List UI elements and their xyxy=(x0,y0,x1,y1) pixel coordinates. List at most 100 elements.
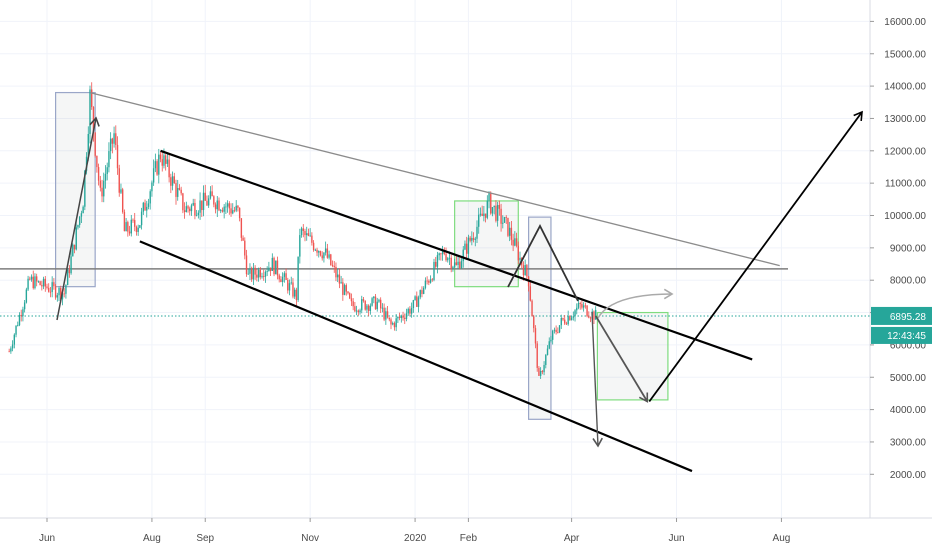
candle-body xyxy=(190,205,193,212)
trend-lines xyxy=(56,91,863,473)
candle-body xyxy=(376,301,378,310)
candle-body xyxy=(538,367,540,376)
candle-body xyxy=(534,328,537,344)
candle-body xyxy=(63,293,65,295)
candle-body xyxy=(66,269,69,286)
candle-body xyxy=(202,192,205,211)
candle-body xyxy=(476,226,478,239)
candle-body xyxy=(123,212,126,232)
candle-body xyxy=(486,200,489,218)
candle-body xyxy=(293,289,296,297)
candle-body xyxy=(338,274,341,284)
curved-breakout-arrow xyxy=(597,293,673,319)
candle-body xyxy=(381,307,384,309)
candle-body xyxy=(11,344,14,349)
candle-body xyxy=(386,311,389,318)
candle-body xyxy=(304,230,306,236)
candle-body xyxy=(531,300,533,317)
candle-body xyxy=(132,219,134,221)
candle-body xyxy=(180,189,182,194)
candle-body xyxy=(268,267,270,272)
candle-body xyxy=(257,269,260,278)
candle-body xyxy=(441,251,444,255)
candle-body xyxy=(452,266,454,269)
candle-body xyxy=(87,133,89,157)
candle-body xyxy=(419,290,421,298)
candle-body xyxy=(460,261,463,269)
candle-body xyxy=(407,308,409,314)
candle-body xyxy=(349,293,351,299)
candle-body xyxy=(39,281,41,286)
candle-body xyxy=(242,237,244,241)
candle-body xyxy=(428,280,430,283)
chart-grid xyxy=(0,0,870,518)
candle-body xyxy=(515,238,518,246)
candle-body xyxy=(142,202,145,212)
candle-body xyxy=(185,206,188,213)
candle-body xyxy=(216,200,218,210)
candle-body xyxy=(569,316,571,321)
candle-body xyxy=(455,262,458,265)
candle-body xyxy=(259,269,261,278)
candle-body xyxy=(574,310,576,317)
y-tick-label: 11000.00 xyxy=(885,179,926,190)
candle-body xyxy=(548,341,550,349)
annotation-box xyxy=(54,91,96,288)
candle-body xyxy=(271,257,274,271)
candle-body xyxy=(519,257,521,261)
candle-body xyxy=(350,298,353,302)
candle-body xyxy=(187,206,189,209)
projection-up-leg xyxy=(648,111,863,403)
candle-body xyxy=(175,183,177,197)
y-axis[interactable]: 2000.003000.004000.005000.006000.007000.… xyxy=(869,0,926,518)
candle-body xyxy=(146,206,148,211)
candle-body xyxy=(562,317,564,320)
candle-body xyxy=(78,216,81,226)
candle-body xyxy=(447,258,449,261)
candle-body xyxy=(572,316,575,318)
candle-body xyxy=(8,351,10,353)
candle-body xyxy=(56,295,59,298)
candle-body xyxy=(361,299,363,311)
candle-body xyxy=(84,170,86,207)
candle-body xyxy=(366,305,368,310)
candle-body xyxy=(152,168,155,183)
candle-body xyxy=(526,265,528,277)
candle-body xyxy=(230,208,232,214)
candle-body xyxy=(197,212,200,215)
candle-body xyxy=(495,205,497,221)
candle-body xyxy=(378,299,380,302)
candle-body xyxy=(266,271,268,272)
candle-body xyxy=(134,220,136,227)
candle-body xyxy=(484,213,487,218)
candle-body xyxy=(311,235,313,243)
candle-body xyxy=(478,214,480,227)
candle-body xyxy=(493,205,495,208)
candle-body xyxy=(225,206,227,208)
candle-body xyxy=(417,297,420,307)
candle-body xyxy=(109,138,112,152)
candle-body xyxy=(354,306,356,312)
price-badges: 6895.28 12:43:45 xyxy=(871,306,932,344)
candle-body xyxy=(17,325,19,326)
candle-body xyxy=(115,133,117,145)
candle-body xyxy=(173,176,175,184)
candle-body xyxy=(471,237,473,241)
candle-body xyxy=(335,266,337,278)
candle-body xyxy=(582,305,585,308)
candle-body xyxy=(206,200,208,206)
candle-body xyxy=(48,287,50,292)
x-tick-label: Aug xyxy=(773,533,791,544)
candle-body xyxy=(287,279,289,291)
channel-bottom-line xyxy=(139,240,693,473)
candle-body xyxy=(491,207,494,214)
candle-body xyxy=(221,210,224,212)
candle-body xyxy=(522,265,525,276)
candle-body xyxy=(238,207,241,219)
candle-body xyxy=(144,202,146,211)
candle-body xyxy=(214,204,217,210)
candle-body xyxy=(410,307,413,314)
candle-body xyxy=(166,159,169,164)
candle-body xyxy=(546,348,549,356)
